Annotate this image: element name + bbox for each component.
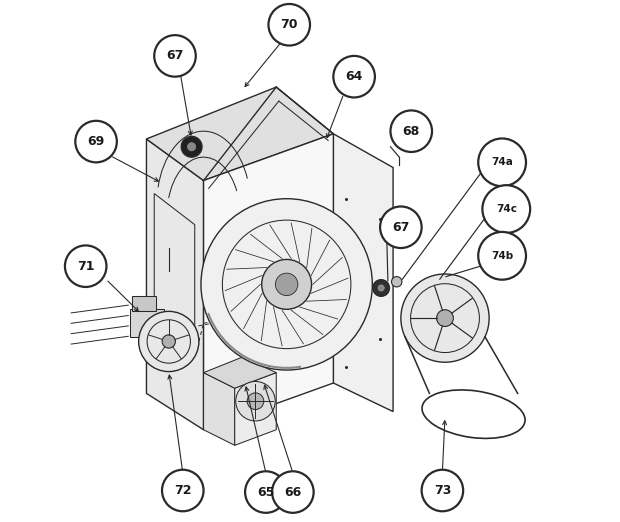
Circle shape [378,285,384,291]
Circle shape [181,136,202,157]
Text: 68: 68 [402,125,420,138]
Circle shape [401,274,489,362]
Circle shape [162,470,203,511]
Circle shape [245,471,286,513]
Circle shape [201,199,372,370]
Circle shape [65,245,107,287]
Circle shape [236,382,275,421]
Polygon shape [146,139,203,430]
Circle shape [478,232,526,280]
Circle shape [75,121,117,162]
Circle shape [247,393,264,409]
Polygon shape [334,134,393,411]
Circle shape [373,280,389,296]
Circle shape [154,35,196,77]
Text: 74c: 74c [496,204,516,214]
Text: 70: 70 [280,18,298,31]
Polygon shape [203,357,277,388]
FancyBboxPatch shape [133,296,156,311]
Circle shape [334,56,375,98]
Circle shape [275,273,298,295]
Text: 67: 67 [166,50,184,63]
Text: 74a: 74a [491,157,513,168]
Circle shape [482,185,530,233]
Circle shape [162,335,175,348]
Polygon shape [235,373,277,445]
Text: 74b: 74b [491,251,513,261]
Circle shape [272,471,314,513]
Circle shape [139,311,199,372]
Text: 73: 73 [434,484,451,497]
Text: eReplacementParts.com: eReplacementParts.com [216,256,342,266]
Text: 71: 71 [77,259,94,272]
Text: 64: 64 [345,70,363,83]
Circle shape [187,143,196,151]
Circle shape [478,138,526,186]
Polygon shape [203,134,334,430]
Text: 69: 69 [87,135,105,148]
Text: 65: 65 [257,485,275,499]
FancyBboxPatch shape [130,310,164,337]
Circle shape [380,207,422,248]
Circle shape [391,111,432,152]
Circle shape [391,277,402,287]
Circle shape [268,4,310,45]
Circle shape [422,470,463,511]
Polygon shape [203,373,235,445]
Text: 66: 66 [284,485,301,499]
Polygon shape [146,87,334,181]
Text: 72: 72 [174,484,192,497]
Text: 67: 67 [392,221,410,234]
Circle shape [436,310,453,326]
Circle shape [262,259,312,310]
